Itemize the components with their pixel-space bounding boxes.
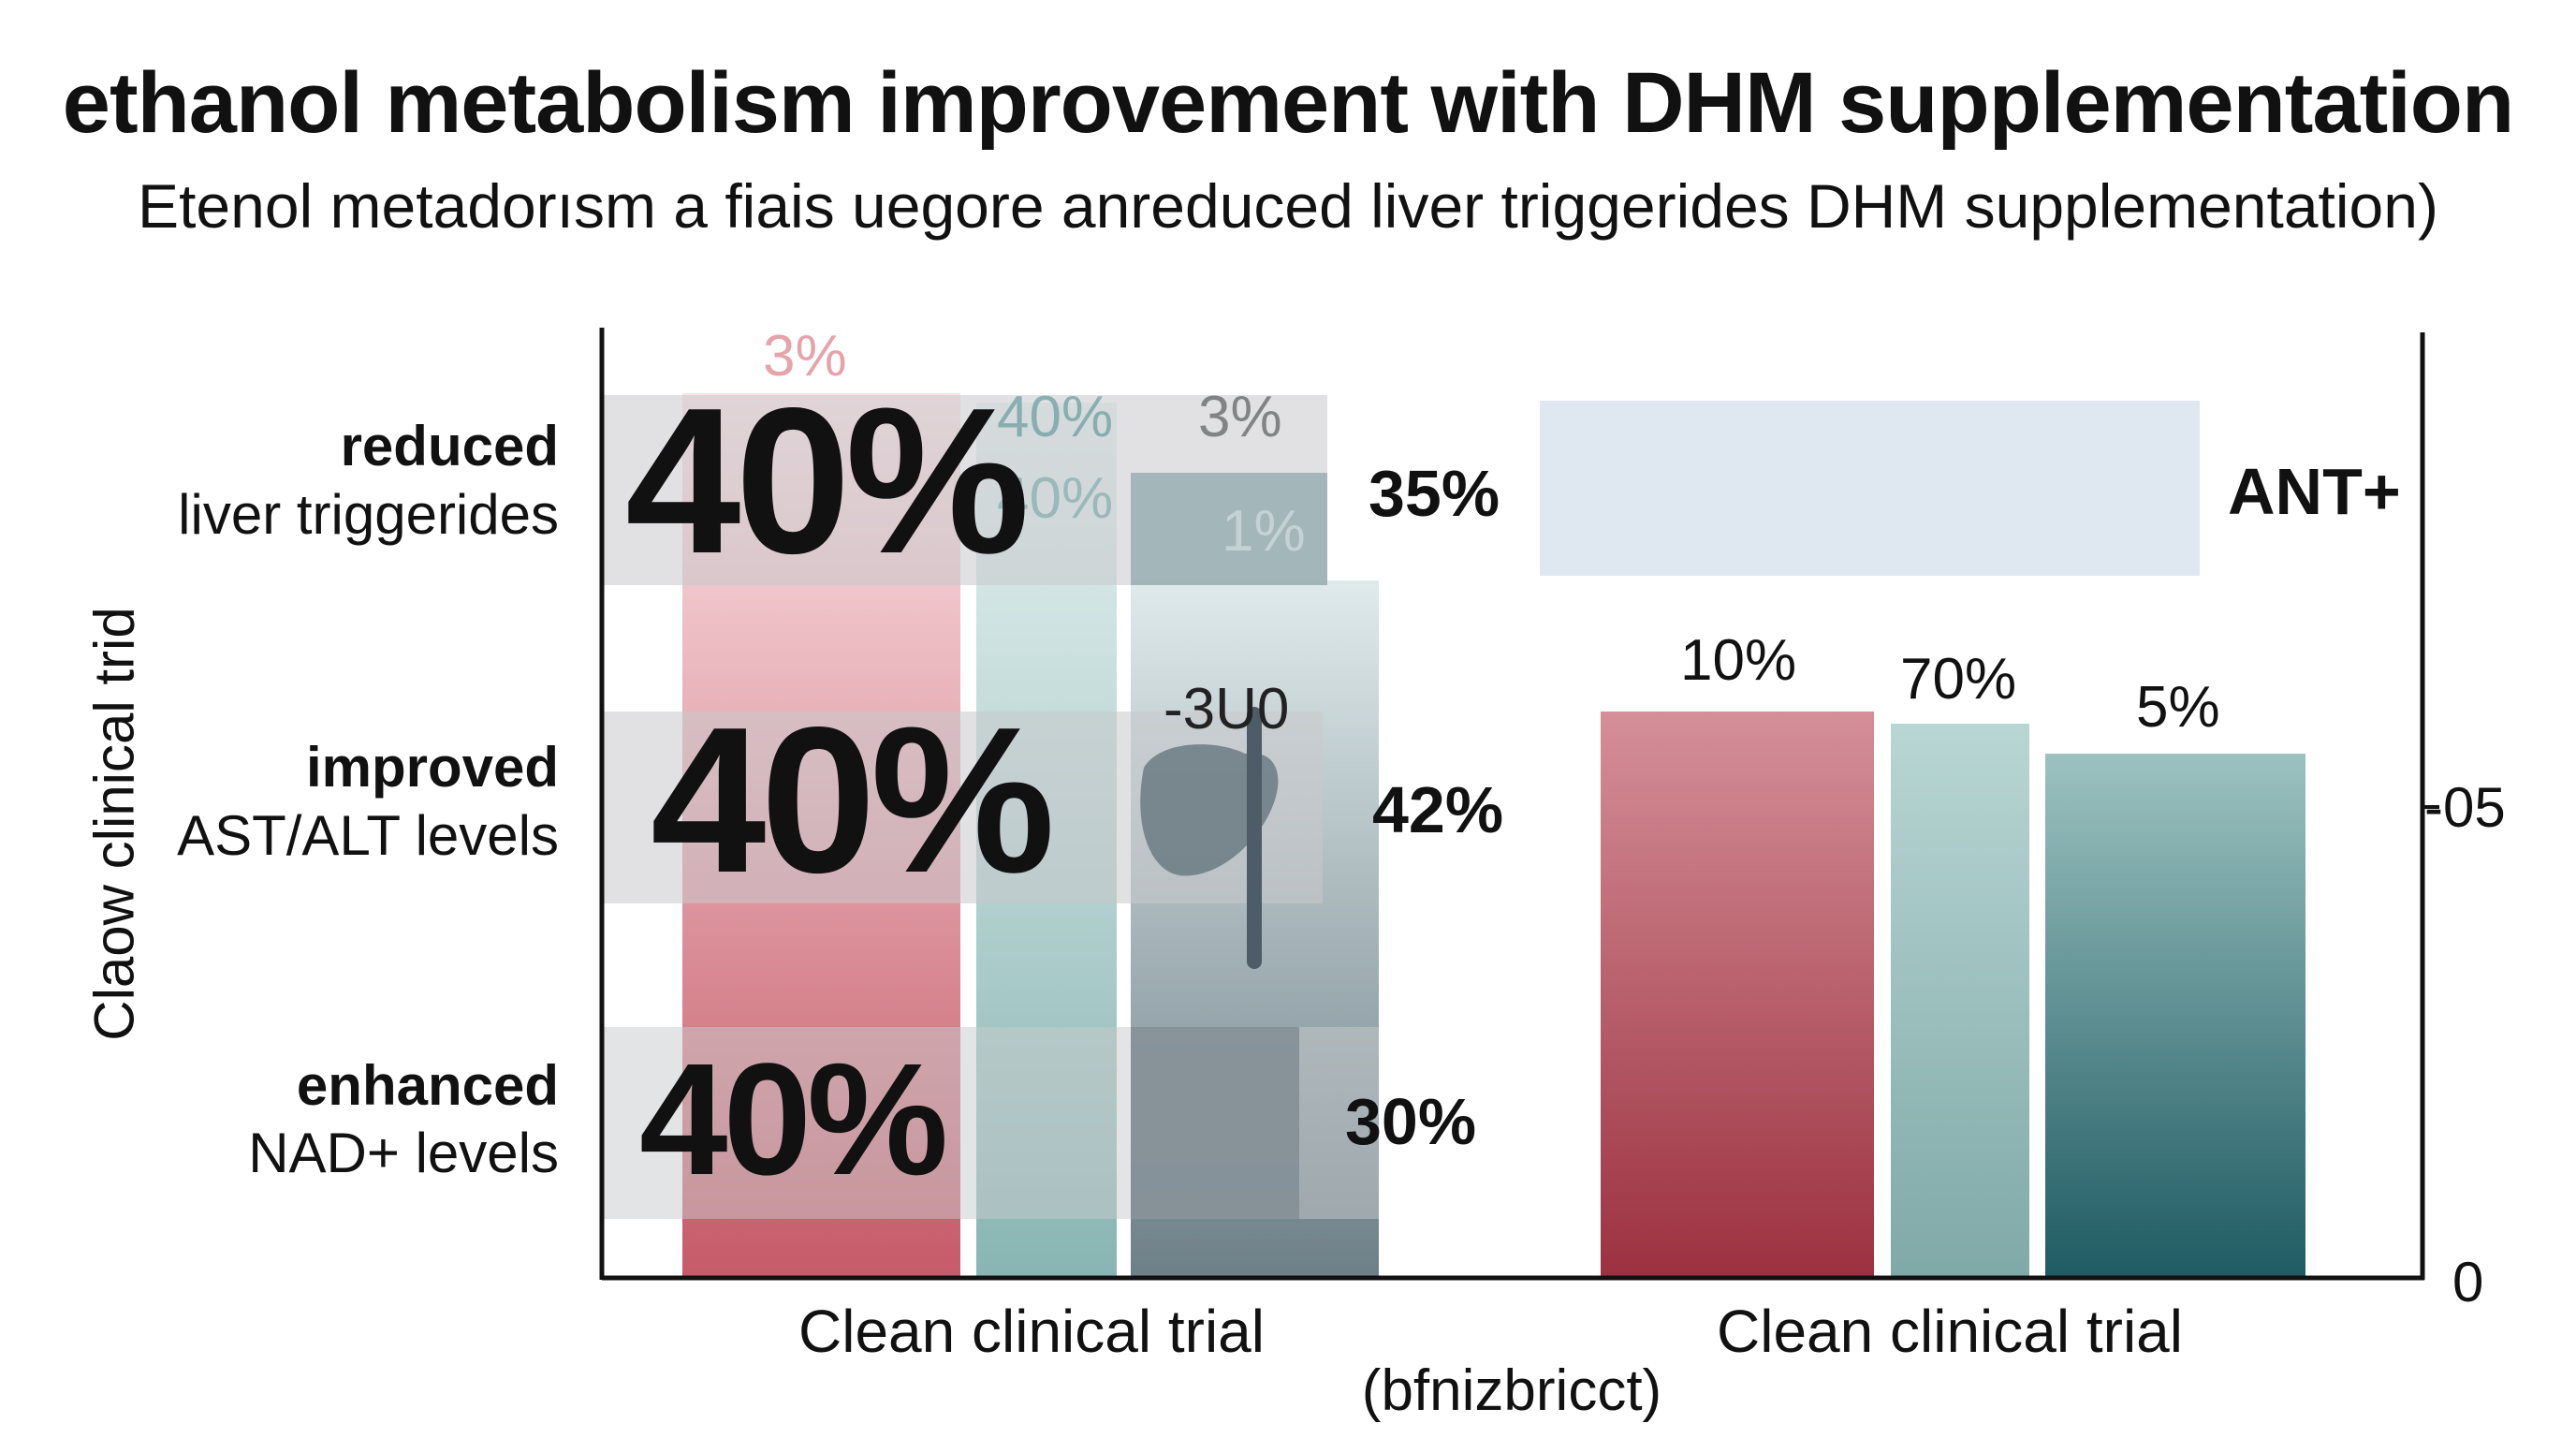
- right-tick-label-1: -05: [2424, 776, 2506, 839]
- x-category-2: Clean clinical trial: [1717, 1298, 2183, 1365]
- row-label-3-bold: enhanced: [296, 1054, 559, 1117]
- row-label-2-bold: improved: [305, 736, 559, 799]
- row-band-3: [602, 1027, 1379, 1219]
- row-label-3-rest: NAD+ levels: [248, 1122, 559, 1184]
- side-value-1: 35%: [1368, 457, 1500, 530]
- chart-subtitle: Etenol metadorısm a fiais uegore anreduc…: [138, 171, 2438, 241]
- row-label-1-bold: reduced: [340, 415, 559, 477]
- side-value-2: 42%: [1372, 773, 1504, 846]
- right-tick-label-2: 0: [2452, 1251, 2484, 1313]
- bar-label-red: 10%: [1680, 628, 1797, 693]
- top-label-1: 3%: [763, 324, 847, 389]
- y-axis-label: Claow clinical trid: [82, 607, 146, 1041]
- top-label-3: 3%: [1198, 385, 1282, 449]
- big-value-2: 40%: [651, 684, 1055, 917]
- big-value-3: 40%: [639, 1031, 948, 1209]
- row-band-1: [602, 395, 1327, 585]
- liver-icon: [1140, 707, 1279, 969]
- bar-label-light-teal: 70%: [1900, 647, 2017, 712]
- top-label-4: 40%: [997, 466, 1114, 531]
- right-bar-red: [1601, 712, 1874, 1278]
- top-label-5: 1%: [1222, 499, 1306, 564]
- inner-label: -3U0: [1164, 677, 1290, 741]
- top-label-2: 40%: [997, 385, 1114, 449]
- x-category-1: Clean clinical trial: [798, 1298, 1265, 1365]
- bar-label-teal: 5%: [2136, 675, 2220, 740]
- row-label-2-rest: AST/ALT levels: [177, 804, 559, 867]
- side-value-3: 30%: [1345, 1085, 1477, 1158]
- big-value-1: 40%: [625, 365, 1030, 597]
- x-axis-caption: (bfnizbricct): [1361, 1358, 1662, 1423]
- row-label-1-rest: liver triggerides: [178, 483, 559, 546]
- chart-title: ethanol metabolism improvement with DHM …: [62, 55, 2514, 151]
- band-label: ANT+: [2228, 455, 2401, 528]
- right-bar-light-teal: [1891, 724, 2029, 1278]
- right-band: [1540, 401, 2200, 576]
- right-bar-teal: [2045, 754, 2305, 1278]
